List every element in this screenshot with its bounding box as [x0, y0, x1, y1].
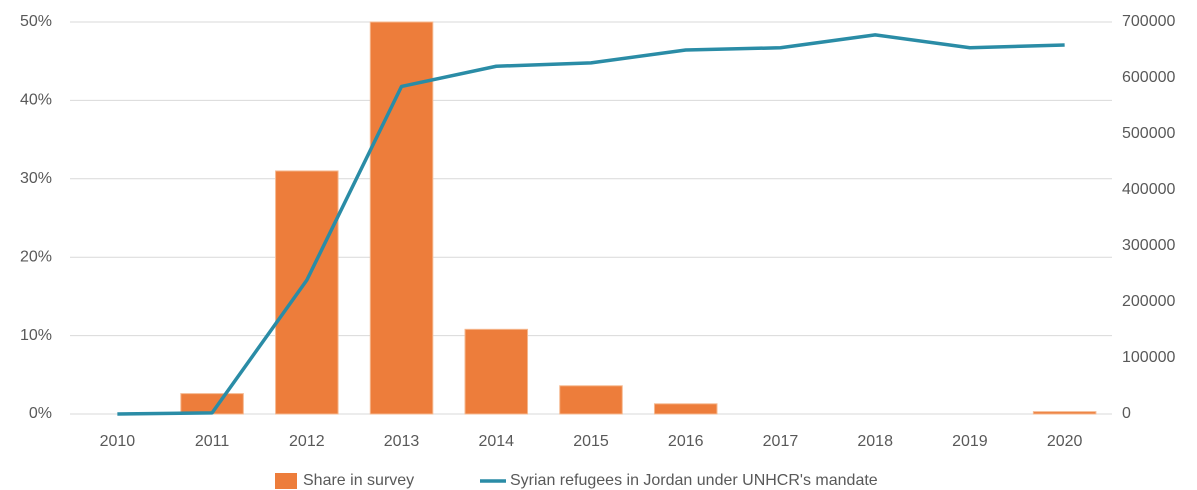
y-tick-label: 50%: [20, 13, 52, 30]
y-tick-label: 30%: [20, 170, 52, 187]
x-tick-label: 2012: [289, 433, 325, 450]
x-tick-label: 2013: [384, 433, 420, 450]
y-tick-label: 0%: [29, 405, 52, 422]
x-tick-label: 2017: [763, 433, 799, 450]
line: [117, 33, 1065, 416]
legend-swatch: [275, 473, 297, 489]
y2-tick-label: 100000: [1122, 349, 1175, 366]
x-tick-label: 2014: [478, 433, 514, 450]
y-tick-label: 10%: [20, 327, 52, 344]
x-tick-label: 2016: [668, 433, 704, 450]
x-tick-label: 2020: [1047, 433, 1083, 450]
y2-tick-label: 0: [1122, 405, 1131, 422]
x-tick-label: 2015: [573, 433, 609, 450]
x-tick-label: 2019: [952, 433, 988, 450]
bar: [559, 385, 623, 415]
bar: [653, 403, 718, 415]
legend-label: Syrian refugees in Jordan under UNHCR's …: [510, 472, 878, 489]
x-tick-label: 2018: [857, 433, 893, 450]
bar: [1032, 411, 1097, 415]
y2-tick-label: 700000: [1122, 13, 1175, 30]
y-tick-label: 40%: [20, 92, 52, 109]
y2-tick-label: 600000: [1122, 69, 1175, 86]
y2-tick-label: 400000: [1122, 181, 1175, 198]
y-tick-label: 20%: [20, 248, 52, 265]
y2-tick-label: 500000: [1122, 125, 1175, 142]
bar: [275, 170, 339, 415]
y2-tick-label: 200000: [1122, 293, 1175, 310]
legend-label: Share in survey: [303, 472, 414, 489]
x-tick-label: 2010: [100, 433, 136, 450]
y2-tick-label: 300000: [1122, 237, 1175, 254]
x-tick-label: 2011: [195, 433, 230, 450]
bar: [464, 328, 529, 415]
